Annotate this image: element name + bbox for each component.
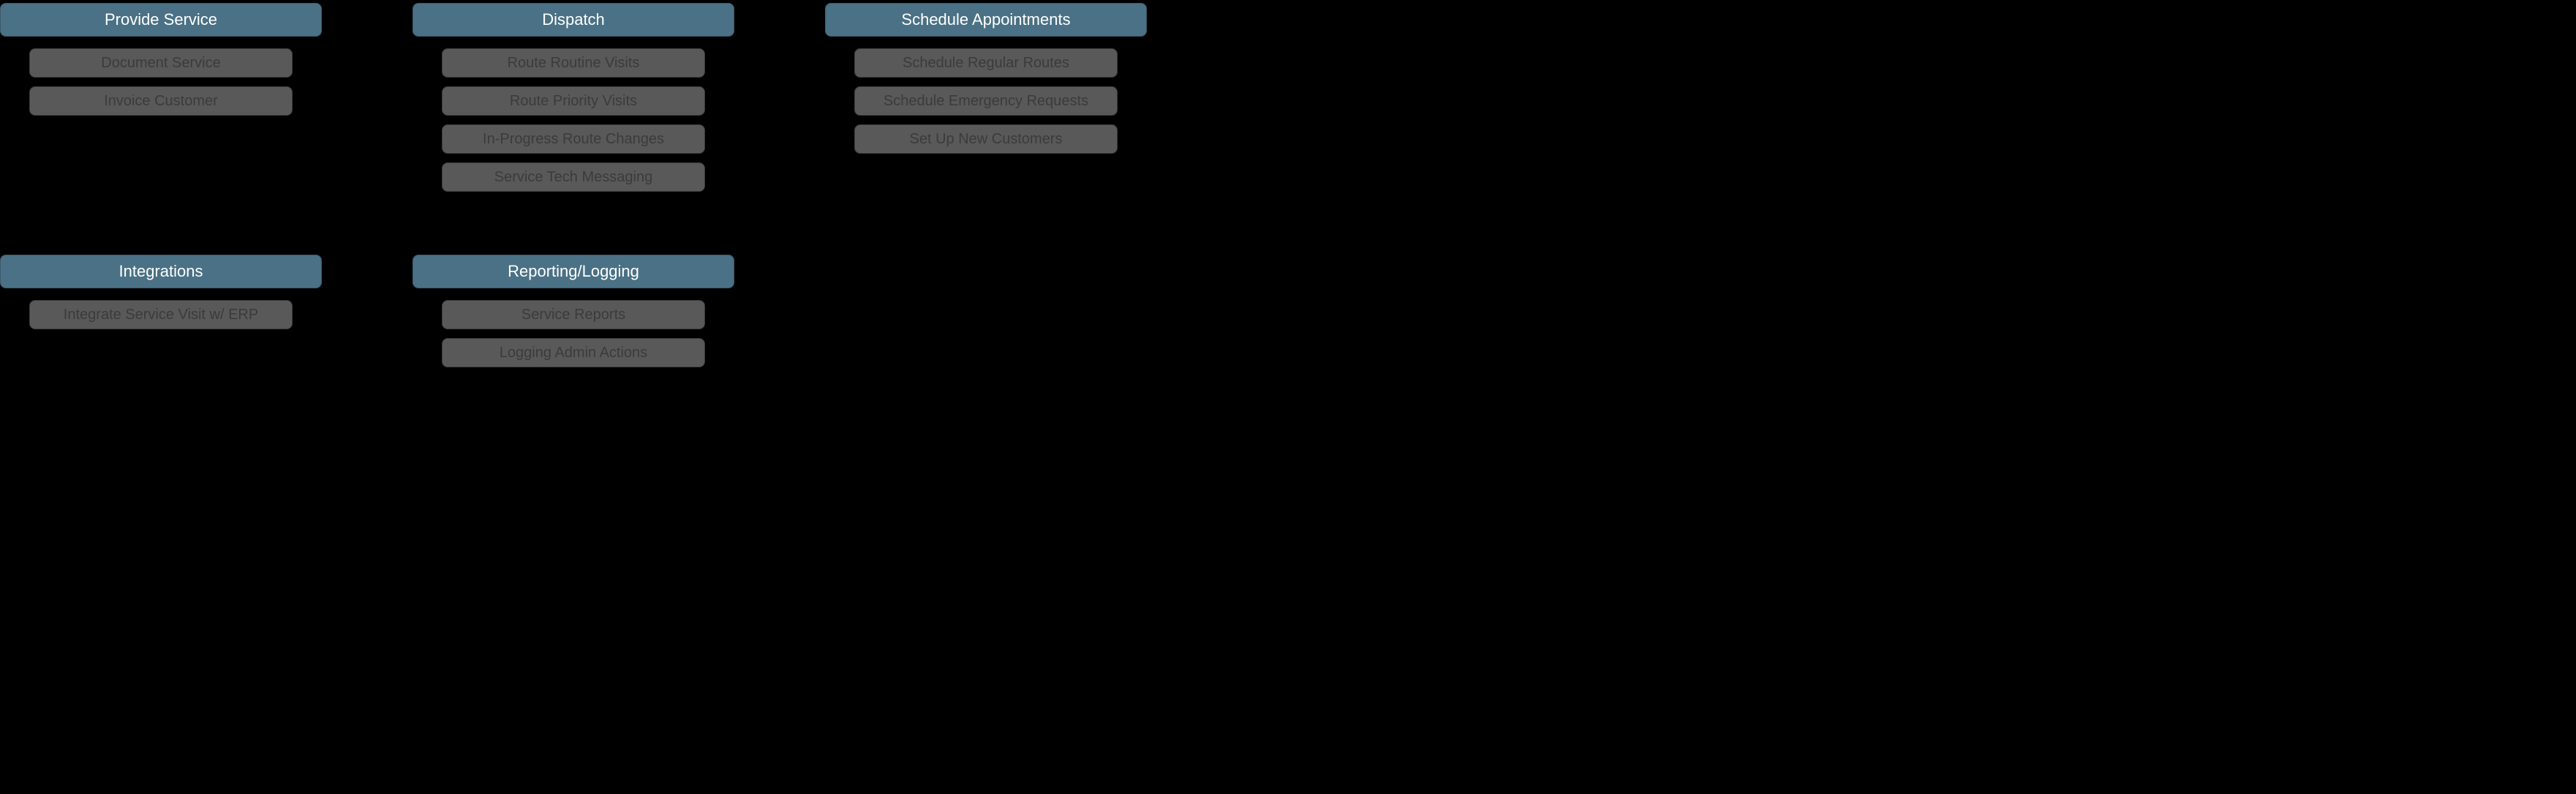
group-reporting-logging: Reporting/Logging Service Reports Logging … <box>413 255 734 367</box>
group-schedule-appointments: Schedule Appointments Schedule Regular Ro… <box>825 3 1147 154</box>
group-item-schedule-appointments-2: Set Up New Customers <box>854 124 1118 154</box>
group-header-schedule-appointments: Schedule Appointments <box>825 3 1147 37</box>
group-item-reporting-logging-0: Service Reports <box>442 300 705 329</box>
group-item-dispatch-1: Route Priority Visits <box>442 86 705 116</box>
group-item-schedule-appointments-1: Schedule Emergency Requests <box>854 86 1118 116</box>
group-header-integrations: Integrations <box>0 255 322 288</box>
group-item-row: Route Routine Visits <box>413 48 734 78</box>
group-header-reporting-logging: Reporting/Logging <box>413 255 734 288</box>
group-item-integrations-0: Integrate Service Visit w/ ERP <box>29 300 293 329</box>
group-header-provide-service: Provide Service <box>0 3 322 37</box>
group-item-row: Schedule Regular Routes <box>825 48 1147 78</box>
group-item-row: Logging Admin Actions <box>413 338 734 367</box>
group-header-dispatch: Dispatch <box>413 3 734 37</box>
group-item-row: Service Tech Messaging <box>413 162 734 192</box>
group-item-provide-service-0: Document Service <box>29 48 293 78</box>
group-item-row: Integrate Service Visit w/ ERP <box>0 300 322 329</box>
group-item-dispatch-2: In-Progress Route Changes <box>442 124 705 154</box>
group-item-dispatch-0: Route Routine Visits <box>442 48 705 78</box>
group-item-row: Invoice Customer <box>0 86 322 116</box>
group-integrations: Integrations Integrate Service Visit w/ E… <box>0 255 322 329</box>
group-item-row: Set Up New Customers <box>825 124 1147 154</box>
group-item-row: Service Reports <box>413 300 734 329</box>
group-item-row: Route Priority Visits <box>413 86 734 116</box>
group-item-reporting-logging-1: Logging Admin Actions <box>442 338 705 367</box>
group-item-dispatch-3: Service Tech Messaging <box>442 162 705 192</box>
group-dispatch: Dispatch Route Routine Visits Route Priori… <box>413 3 734 192</box>
group-item-row: Schedule Emergency Requests <box>825 86 1147 116</box>
group-item-schedule-appointments-0: Schedule Regular Routes <box>854 48 1118 78</box>
group-provide-service: Provide Service Document Service Invoice C… <box>0 3 322 116</box>
group-item-provide-service-1: Invoice Customer <box>29 86 293 116</box>
diagram-canvas: Provide Service Document Service Invoice C… <box>0 0 1147 353</box>
group-item-row: Document Service <box>0 48 322 78</box>
group-item-row: In-Progress Route Changes <box>413 124 734 154</box>
